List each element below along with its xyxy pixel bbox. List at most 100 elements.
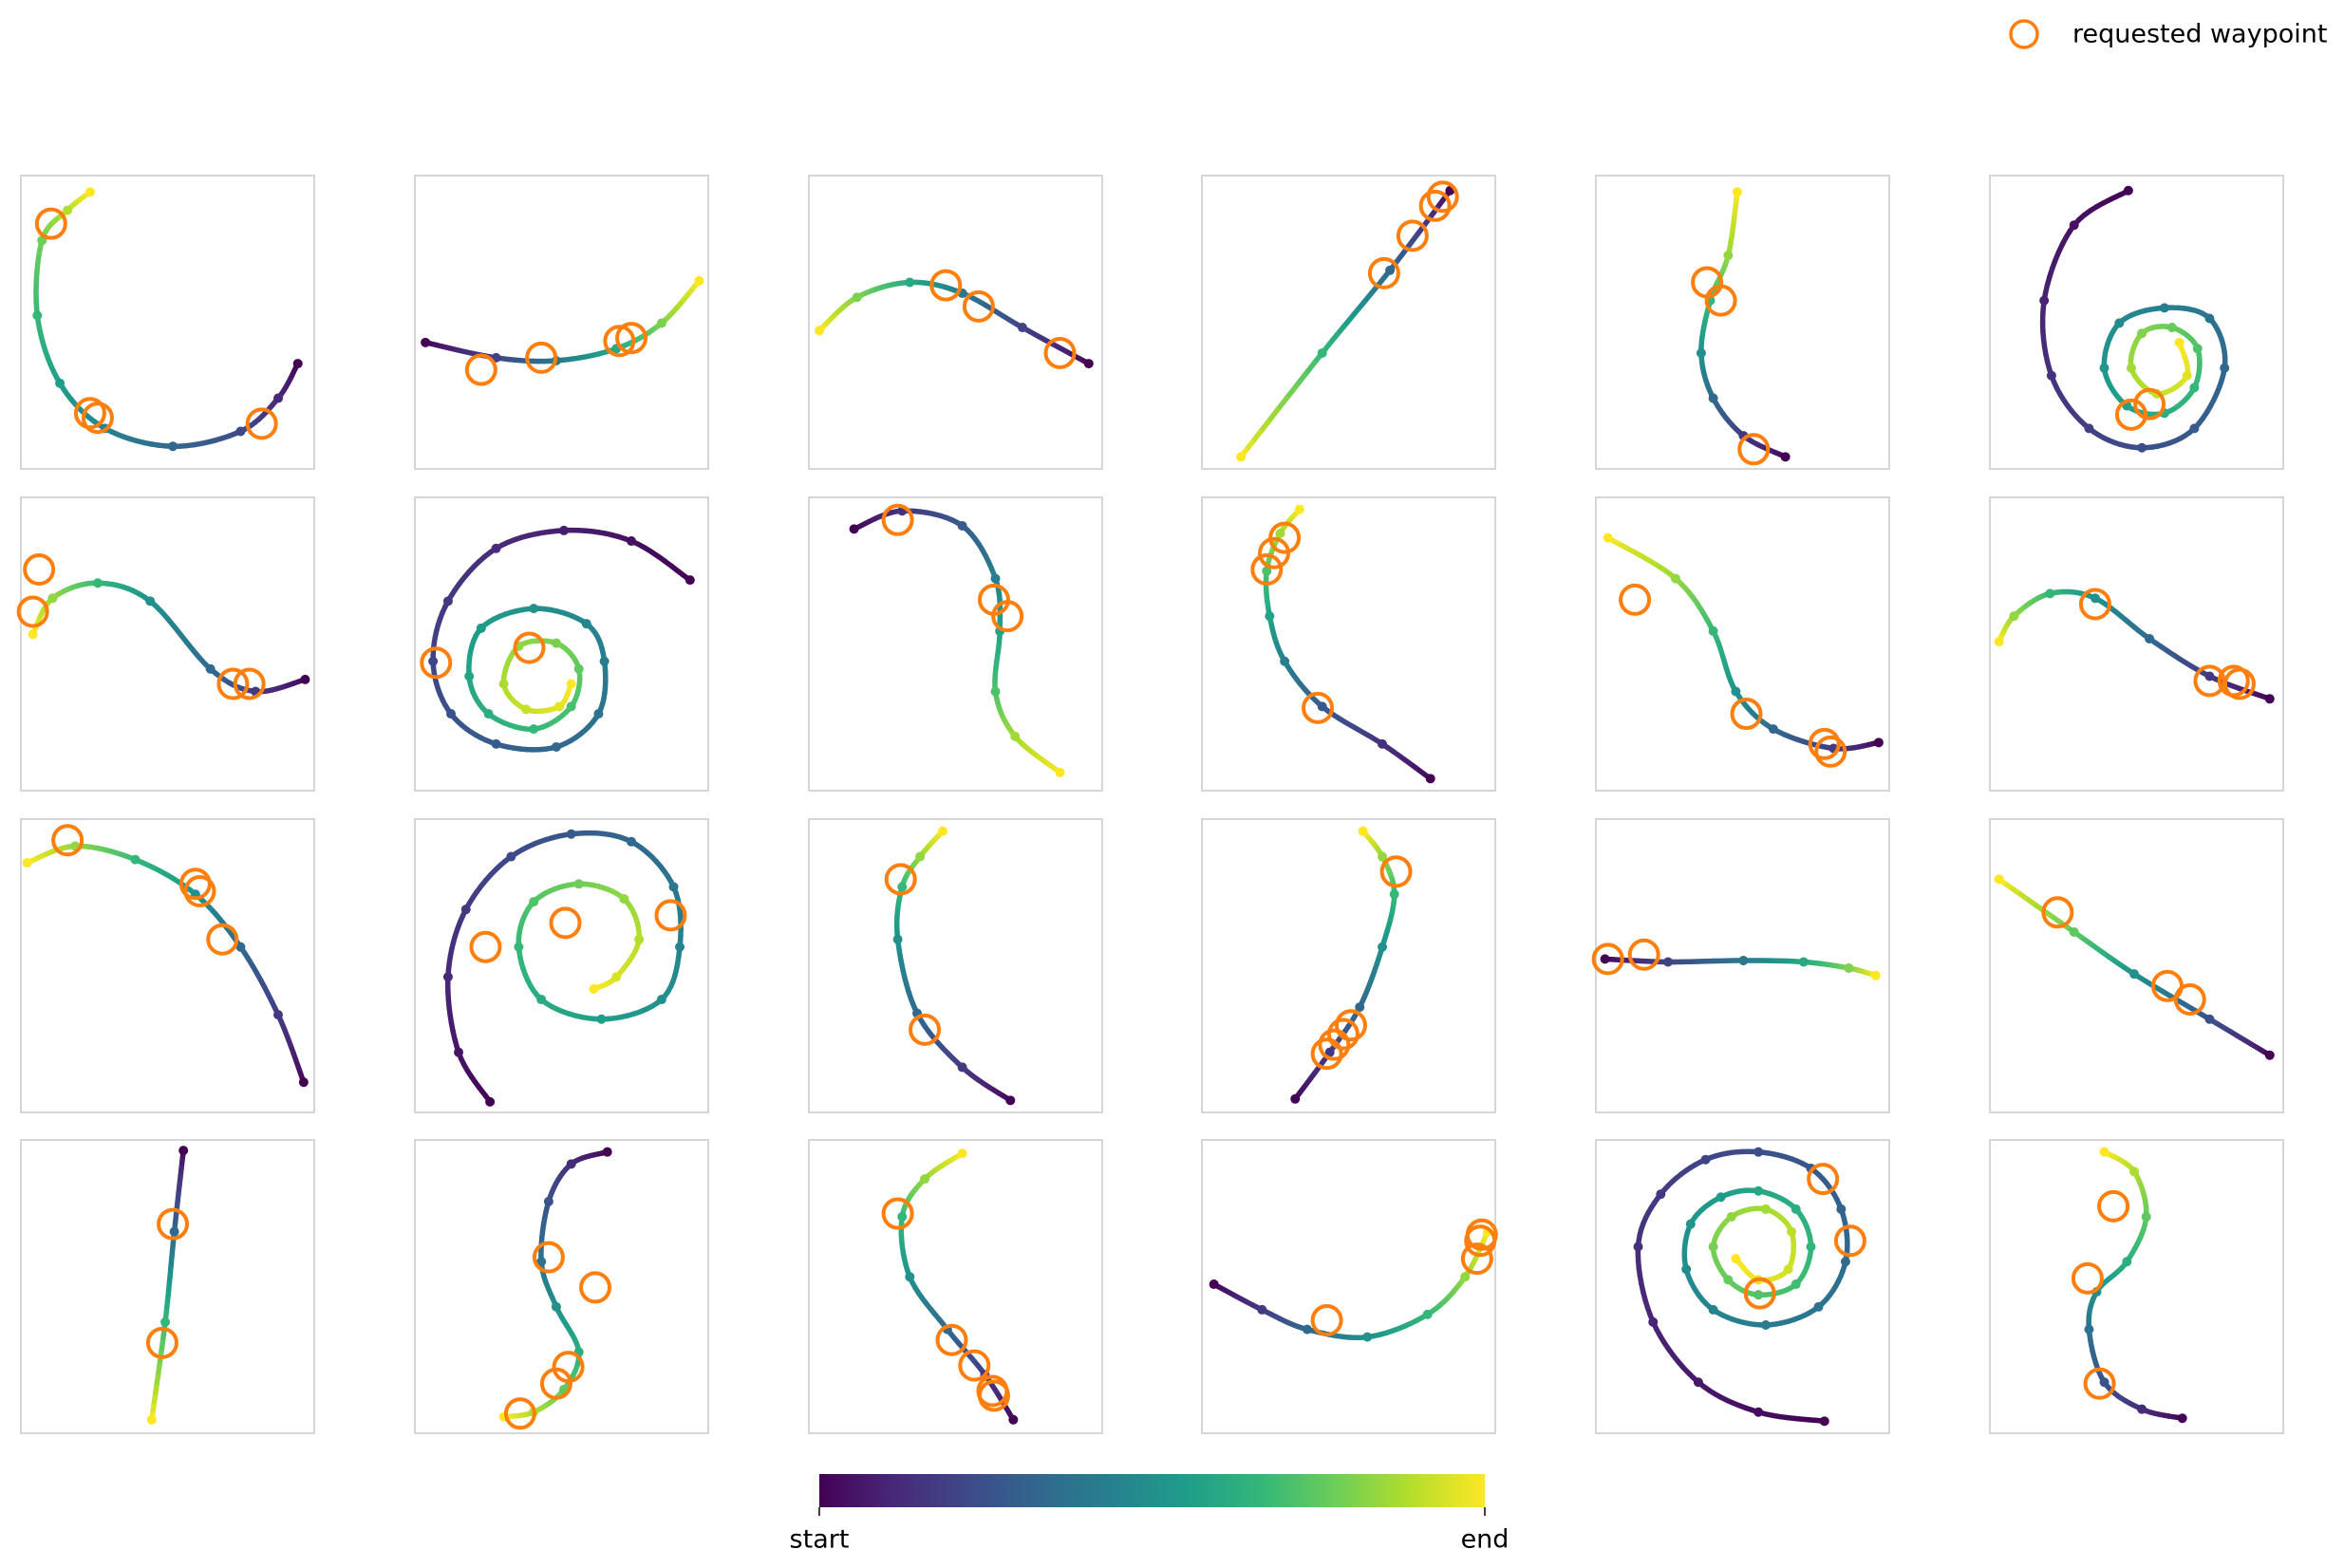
trajectory-point (1355, 1002, 1365, 1013)
waypoint (1310, 1037, 1343, 1071)
trajectory-point (1385, 265, 1396, 275)
waypoint (1814, 735, 1847, 768)
trajectory-point (1753, 1147, 1764, 1157)
trajectory-point (957, 1062, 967, 1073)
trajectory-point (1005, 1095, 1016, 1106)
trajectory-point (1389, 889, 1399, 900)
trajectory-point (2046, 370, 2056, 381)
panel-frame (1595, 1139, 1890, 1434)
waypoint (525, 341, 558, 374)
panel (414, 496, 709, 792)
trajectory-point (1378, 851, 1388, 862)
waypoint (16, 595, 49, 628)
trajectory-point (2039, 295, 2050, 306)
trajectory-point (1236, 452, 1247, 462)
panel (1201, 1139, 1498, 1434)
waypoint (2173, 983, 2206, 1017)
waypoint (1465, 1218, 1498, 1251)
waypoint (1737, 433, 1771, 466)
waypoint (909, 1013, 942, 1046)
trajectory-point (491, 543, 501, 553)
trajectory-point (22, 858, 32, 868)
legend-marker (2009, 19, 2039, 49)
panel-frame (808, 818, 1103, 1113)
trajectory-point (581, 619, 591, 629)
panel (808, 818, 1103, 1113)
waypoint (233, 667, 266, 700)
trajectory-point (566, 1159, 576, 1169)
waypoint (1730, 698, 1763, 731)
waypoint (603, 325, 636, 358)
waypoint (1310, 1304, 1343, 1337)
trajectory-point (300, 674, 310, 684)
trajectory-point (1280, 656, 1290, 666)
trajectory-point (602, 1147, 612, 1157)
waypoint (245, 407, 278, 440)
waypoint (513, 631, 546, 664)
panel-frame (1989, 175, 2284, 470)
trajectory-point (1209, 1279, 1219, 1290)
panel (1591, 818, 1890, 1113)
waypoint (1250, 553, 1284, 587)
waypoint (532, 1241, 565, 1274)
trajectory-point (476, 623, 486, 633)
panel-frame (414, 175, 709, 470)
trajectory-point (1791, 1204, 1801, 1214)
trajectory-point (1633, 1241, 1643, 1252)
trajectory-point (1787, 1226, 1797, 1237)
waypoint (1379, 855, 1413, 888)
trajectory-point (2123, 185, 2133, 196)
trajectory-point (1819, 1416, 1829, 1427)
trajectory-point (892, 934, 903, 944)
waypoint (2133, 387, 2166, 420)
trajectory-point (1696, 347, 1706, 358)
trajectory-point (668, 882, 679, 892)
trajectory-point (551, 638, 561, 648)
trajectory-point (1425, 774, 1435, 784)
trajectory-point (169, 1226, 179, 1237)
waypoint (552, 1351, 585, 1384)
trajectory-point (1731, 1254, 1741, 1264)
panel (414, 1139, 709, 1434)
trajectory-point (1723, 1275, 1734, 1285)
waypoint (469, 930, 502, 963)
trajectory-point (1753, 1407, 1764, 1417)
waypoint (206, 923, 239, 956)
trajectory-point (1768, 724, 1778, 735)
trajectory-point (2126, 363, 2136, 373)
waypoint (1704, 284, 1737, 317)
trajectory-point (1732, 187, 1742, 197)
panel-frame (1201, 1139, 1496, 1434)
trajectory-point (514, 942, 524, 952)
trajectory-point (1780, 452, 1791, 462)
trajectory-point (1008, 1414, 1019, 1425)
trajectory-point (656, 318, 666, 328)
trajectory-point (2090, 593, 2100, 604)
trajectory-point (1422, 1309, 1433, 1319)
trajectory-point (1844, 962, 1854, 973)
waypoint (157, 1207, 190, 1241)
trajectory-point (2145, 633, 2155, 644)
trajectory-point (529, 897, 539, 907)
trajectory-point (1362, 1332, 1373, 1342)
trajectory-point (145, 596, 156, 607)
panel (1989, 1139, 2284, 1434)
trajectory-point (2174, 337, 2185, 347)
panel-frame (808, 1139, 1103, 1434)
trajectory-point (160, 1316, 171, 1327)
panel (20, 1139, 315, 1434)
waypoint (654, 899, 687, 932)
trajectory-point (852, 292, 862, 303)
trajectory-point (1290, 1093, 1301, 1104)
panel-frame (808, 496, 1103, 792)
waypoint (178, 868, 212, 901)
trajectory-point (235, 942, 246, 952)
waypoint (2097, 1189, 2130, 1223)
waypoint (929, 269, 963, 302)
trajectory-point (2114, 318, 2125, 328)
waypoint (1619, 583, 1652, 616)
trajectory-point (2099, 363, 2110, 373)
trajectory-point (130, 854, 141, 865)
panel (1595, 496, 1890, 792)
